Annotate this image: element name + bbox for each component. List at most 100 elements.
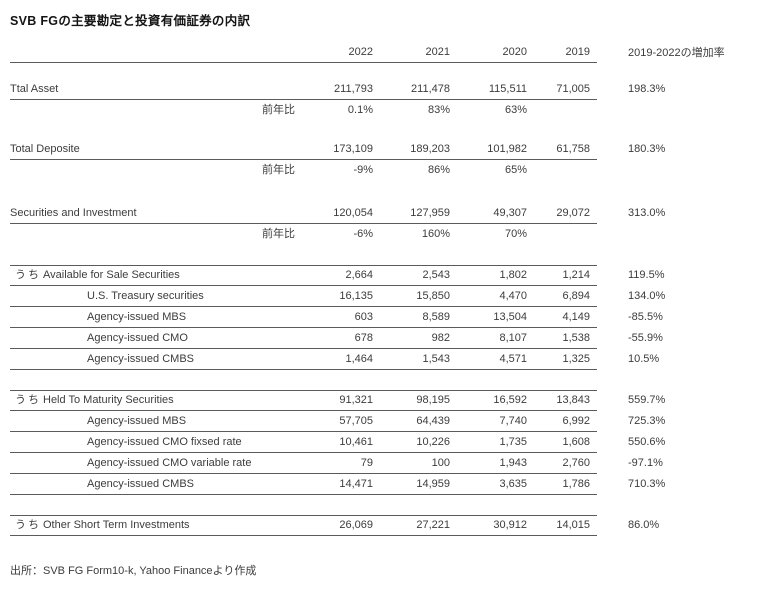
row-label-text: Agency-issued MBS [87,414,187,427]
table-row-cells: Agency-issued MBS 57,705 64,439 7,740 6,992 [10,411,597,432]
value-2019: 61,758 [556,142,590,155]
row-label-text: Securities and Investment [10,206,137,219]
value-2021: 160% [421,228,450,240]
value-2021: 100 [431,456,450,469]
table-row-cells: Agency-issued CMBS 14,471 14,959 3,635 1,786 [10,474,597,495]
year-header-2019: 2019 [565,46,590,58]
row-label-text: Other Short Term Investments [43,519,190,531]
growth-rate-value: -85.5% [628,311,663,323]
value-2021: 86% [427,164,450,176]
row-label: Agency-issued CMBS [10,352,300,365]
value-2021: 189,203 [410,142,450,155]
value-2019: 1,325 [562,352,590,365]
row-label: Agency-issued CMO variable rate [10,457,300,469]
value-2022: 14,471 [339,477,373,490]
growth-rate-value: 180.3% [628,143,666,155]
source-note: 出所：SVB FG Form10-k, Yahoo Financeより作成 [10,565,257,577]
table-group: うち Other Short Term Investments 26,069 27,2… [10,515,768,536]
table-row-sub: Agency-issued CMO 678 982 8,107 1,538 -55.9% [10,328,768,349]
row-label: Securities and Investment [10,206,300,219]
table-row-sub: U.S. Treasury securities 16,135 15,850 4,47… [10,286,768,307]
table-row-cells: うち Held To Maturity Securities 91,321 98,19… [10,390,597,411]
row-label: うち Held To Maturity Securities [10,395,300,406]
row-label-text: Agency-issued CMO fixsed rate [87,435,242,448]
table-row-metric: Ttal Asset 211,793 211,478 115,511 71,005 198… [10,79,768,100]
value-2021: 14,959 [416,477,450,490]
value-2022: 26,069 [339,519,373,531]
value-2022: 91,321 [339,394,373,406]
value-2022: 1,464 [345,352,373,365]
value-2020: 3,635 [499,477,527,490]
row-label: Agency-issued MBS [10,414,300,427]
value-2022: 120,054 [333,206,373,219]
growth-rate-value: 198.3% [628,83,666,95]
row-label-text: Agency-issued CMO [87,331,188,344]
value-2022: -9% [353,164,373,176]
value-2020: 115,511 [488,82,527,95]
table-row-cells: Total Deposite 173,109 189,203 101,982 61,75… [10,139,597,160]
table-row-cells: Agency-issued MBS 603 8,589 13,504 4,149 [10,307,597,328]
row-label: Agency-issued CMO [10,331,300,344]
table-row-cells: Agency-issued CMBS 1,464 1,543 4,571 1,325 [10,349,597,370]
growth-rate-value: 725.3% [628,415,666,427]
page-title: SVB FGの主要勘定と投資有価証券の内訳 [10,14,251,28]
value-2021: 127,959 [410,206,450,219]
value-2019: 71,005 [556,82,590,95]
growth-rate-value: 710.3% [628,478,666,490]
table-row-section: うち Available for Sale Securities 2,664 2,54… [10,265,768,286]
row-label: 前年比 [10,165,300,176]
year-header-2021: 2021 [425,46,450,58]
table-header-row: 2022 2021 2020 2019 2019-2022の増加率 [10,43,768,63]
row-label-text: Ttal Asset [10,82,59,95]
value-2020: 8,107 [499,331,527,344]
table-row-metric: Total Deposite 173,109 189,203 101,982 61,75… [10,139,768,160]
value-2019: 6,894 [562,289,590,302]
table-row-cells: Agency-issued CMO 678 982 8,107 1,538 [10,328,597,349]
table-row-sub: Agency-issued CMO fixsed rate 10,461 10,22… [10,432,768,453]
row-label-text: Agency-issued CMBS [87,477,194,490]
section-prefix: うち [15,394,41,406]
table-row-cells: Agency-issued CMO fixsed rate 10,461 10,22… [10,432,597,453]
growth-rate-value: -55.9% [628,332,663,344]
value-2019: 6,992 [562,414,590,427]
table-row-yoy: 前年比 -6% 160% 70% [10,224,768,245]
table-row-section: うち Held To Maturity Securities 91,321 98,19… [10,390,768,411]
table-row-sub: Agency-issued MBS 57,705 64,439 7,740 6,992 7… [10,411,768,432]
table-row-cells: うち Other Short Term Investments 26,069 27,2… [10,515,597,536]
table-row-metric: Securities and Investment 120,054 127,959 4… [10,203,768,224]
value-2019: 1,214 [562,269,590,281]
value-2019: 4,149 [562,310,590,323]
value-2022: -6% [353,228,373,240]
table-row-sub: Agency-issued MBS 603 8,589 13,504 4,149 -85.… [10,307,768,328]
table-group: Securities and Investment 120,054 127,959 4… [10,203,768,245]
value-2020: 4,571 [499,352,527,365]
value-2021: 8,589 [422,310,450,323]
year-header-2022: 2022 [348,46,373,58]
row-label-text: Agency-issued MBS [87,310,187,323]
row-label: うち Other Short Term Investments [10,520,300,531]
table-row-cells: うち Available for Sale Securities 2,664 2,54… [10,265,597,286]
value-2021: 83% [427,104,450,116]
row-label-text: Agency-issued CMBS [87,352,194,365]
value-2019: 1,538 [562,331,590,344]
growth-rate-header: 2019-2022の増加率 [628,46,725,59]
table-row-cells: U.S. Treasury securities 16,135 15,850 4,47… [10,286,597,307]
table-row-yoy: 前年比 -9% 86% 65% [10,160,768,181]
growth-rate-value: 119.5% [628,269,665,281]
table-row-cells: 前年比 -6% 160% 70% [10,224,597,245]
value-2021: 15,850 [416,289,450,302]
value-2020: 7,740 [499,414,527,427]
value-2020: 1,943 [499,456,527,469]
value-2021: 98,195 [416,394,450,406]
yoy-label: 前年比 [262,164,295,176]
section-prefix: うち [15,269,41,281]
table-group: うち Available for Sale Securities 2,664 2,54… [10,265,768,370]
yoy-label: 前年比 [262,228,295,240]
row-label: 前年比 [10,105,300,116]
value-2021: 982 [431,331,450,344]
value-2021: 1,543 [422,352,450,365]
growth-rate-value: 10.5% [628,353,660,365]
row-label-text: Total Deposite [10,142,80,155]
value-2020: 16,592 [493,394,527,406]
value-2021: 27,221 [416,519,450,531]
